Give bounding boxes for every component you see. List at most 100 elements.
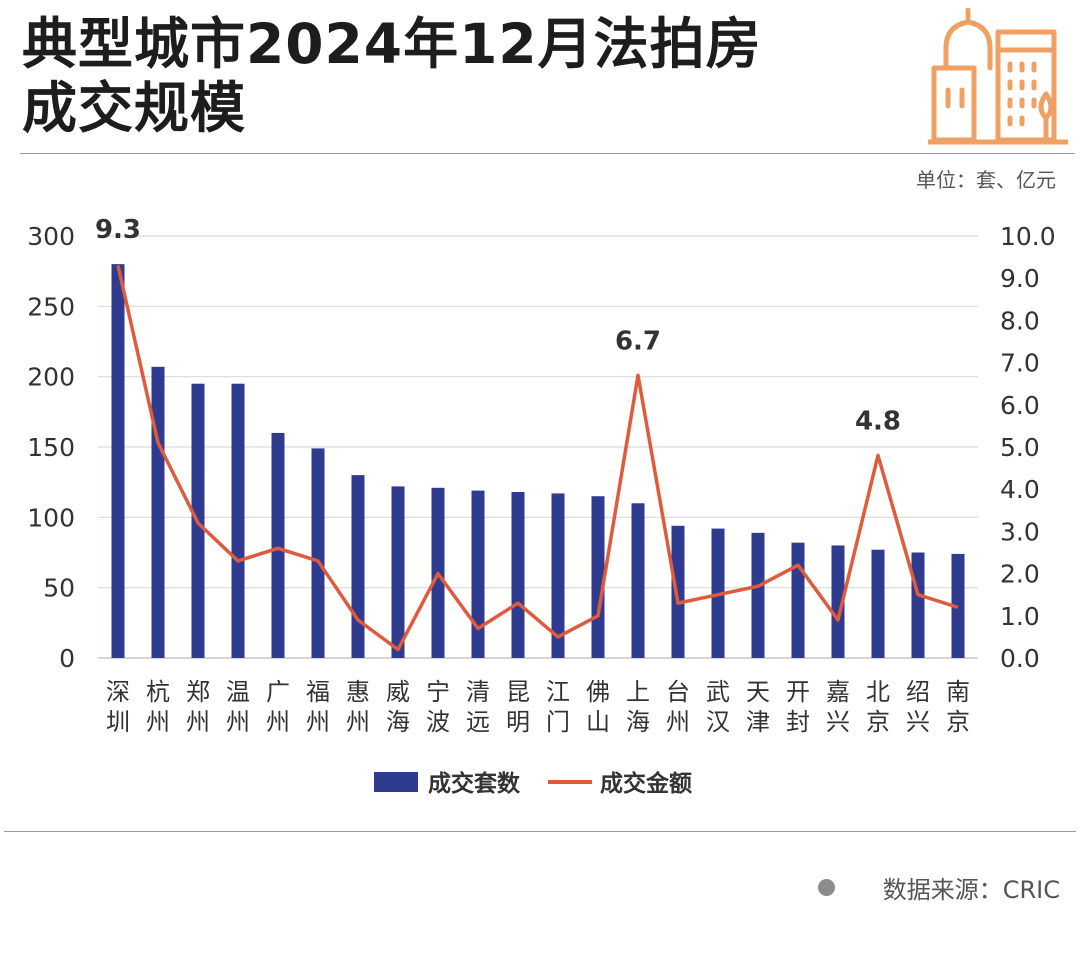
right-tick-label: 7.0 — [1000, 349, 1040, 378]
data-label: 6.7 — [615, 326, 661, 356]
bar-嘉兴 — [831, 545, 845, 658]
legend: 成交套数 成交金额 — [374, 770, 692, 797]
category-label: 兴 — [826, 708, 850, 736]
footer-divider — [4, 831, 1076, 832]
category-label: 佛 — [586, 678, 610, 706]
line-series — [116, 265, 959, 652]
unit-label: 单位：套、亿元 — [916, 168, 1056, 192]
category-label: 圳 — [106, 708, 130, 736]
category-label: 清 — [466, 678, 490, 706]
right-tick-label: 6.0 — [1000, 391, 1040, 420]
category-label: 温 — [226, 678, 250, 706]
bar-福州 — [311, 448, 325, 658]
title-line-1: 典型城市2024年12月法拍房 — [22, 12, 762, 76]
amount-line — [116, 265, 959, 652]
category-label: 北 — [866, 678, 890, 706]
right-tick-label: 0.0 — [1000, 644, 1040, 673]
category-label: 山 — [586, 708, 610, 736]
category-label: 台 — [666, 678, 690, 706]
bar-深圳 — [111, 264, 125, 658]
bar-天津 — [751, 532, 765, 658]
category-label: 州 — [346, 708, 370, 736]
source-note: 数据来源：CRIC — [817, 870, 1060, 905]
category-label: 江 — [546, 678, 570, 706]
left-tick-label: 250 — [27, 292, 75, 321]
category-label: 州 — [146, 708, 170, 736]
left-tick-label: 50 — [43, 574, 75, 603]
category-label: 郑 — [186, 678, 210, 706]
title-line-2: 成交规模 — [22, 76, 247, 140]
category-label: 昆 — [506, 678, 530, 706]
chart-title: 典型城市2024年12月法拍房 成交规模 — [22, 12, 762, 140]
bar-series — [111, 264, 965, 658]
right-tick-label: 3.0 — [1000, 517, 1040, 546]
bar-佛山 — [591, 496, 605, 658]
category-label: 深 — [106, 678, 130, 706]
bar-清远 — [471, 490, 485, 658]
right-tick-label: 9.0 — [1000, 264, 1040, 293]
bar-开封 — [791, 542, 805, 658]
category-label: 汉 — [706, 708, 730, 736]
category-label: 州 — [266, 708, 290, 736]
legend-label: 成交套数 — [428, 770, 521, 797]
bar-广州 — [271, 432, 285, 658]
category-label: 上 — [626, 678, 650, 706]
axis-labels: 0 50 100 150 200 250 300 0.0 1.0 2.0 3.0 4.0 5.0 6.0 7… — [27, 215, 1055, 736]
grid-lines — [98, 235, 978, 659]
category-label: 明 — [506, 708, 530, 736]
bar-威海 — [391, 486, 405, 658]
bar-江门 — [551, 493, 565, 658]
right-tick-label: 4.0 — [1000, 475, 1040, 504]
category-label: 天 — [746, 678, 770, 706]
category-label: 杭 — [146, 678, 170, 706]
category-label: 威 — [386, 678, 410, 706]
left-tick-label: 100 — [27, 503, 75, 532]
category-label: 京 — [866, 708, 890, 736]
category-label: 远 — [466, 708, 490, 736]
category-label: 州 — [306, 708, 330, 736]
bar-绍兴 — [911, 552, 925, 658]
right-tick-label: 5.0 — [1000, 433, 1040, 462]
category-label: 京 — [946, 708, 970, 736]
header-divider — [20, 153, 1075, 154]
category-label: 广 — [266, 678, 290, 706]
category-label: 开 — [786, 678, 810, 706]
right-tick-label: 8.0 — [1000, 306, 1040, 335]
category-label: 波 — [426, 708, 450, 736]
legend-label: 成交金额 — [600, 770, 692, 797]
category-label: 兴 — [906, 708, 930, 736]
legend-bar-swatch — [374, 772, 418, 792]
category-label: 州 — [186, 708, 210, 736]
right-tick-label: 2.0 — [1000, 560, 1040, 589]
category-label: 门 — [546, 708, 570, 736]
bar-杭州 — [151, 366, 165, 658]
source-label: 数据来源：CRIC — [882, 876, 1060, 904]
left-tick-label: 150 — [27, 433, 75, 462]
data-label: 4.8 — [855, 406, 901, 436]
category-label: 绍 — [906, 678, 930, 706]
combo-chart: 0 50 100 150 200 250 300 0.0 1.0 2.0 3.0 4.0 5.0 6.0 7… — [27, 215, 1055, 797]
bar-惠州 — [351, 475, 365, 658]
left-tick-label: 0 — [59, 644, 75, 673]
left-tick-label: 300 — [27, 222, 75, 251]
right-tick-label: 10.0 — [1000, 222, 1056, 251]
category-label: 惠 — [346, 678, 370, 706]
data-label: 9.3 — [95, 215, 141, 245]
category-label: 福 — [306, 678, 330, 706]
category-label: 宁 — [426, 678, 450, 706]
category-label: 海 — [386, 708, 410, 736]
bar-北京 — [871, 549, 885, 658]
right-tick-label: 1.0 — [1000, 602, 1040, 631]
category-label: 嘉 — [826, 678, 850, 706]
bar-台州 — [671, 525, 685, 658]
category-label: 南 — [946, 678, 970, 706]
category-label: 州 — [226, 708, 250, 736]
left-tick-label: 200 — [27, 363, 75, 392]
category-label: 武 — [706, 678, 730, 706]
bar-温州 — [231, 383, 245, 658]
city-buildings-icon — [928, 8, 1068, 145]
bar-上海 — [631, 503, 645, 658]
bullet-dot-icon — [817, 879, 835, 896]
category-label: 津 — [746, 708, 770, 736]
category-label: 海 — [626, 708, 650, 736]
